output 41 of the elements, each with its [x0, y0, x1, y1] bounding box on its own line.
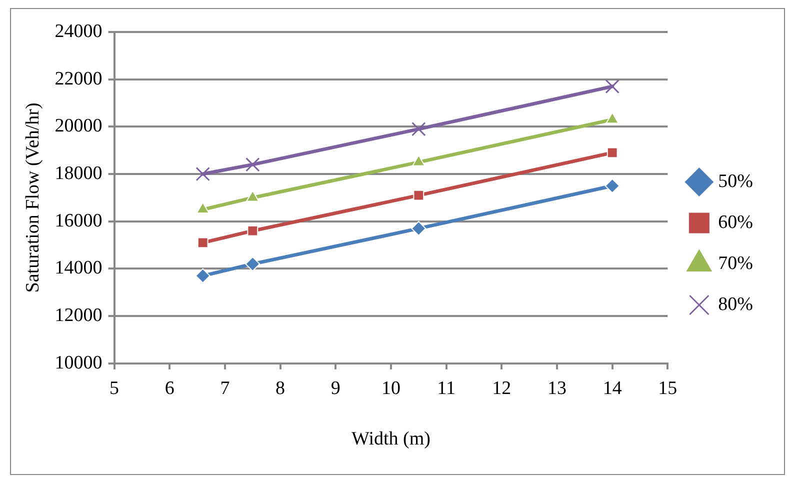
y-tick-label: 24000: [54, 20, 102, 42]
y-axis-title: Saturation Flow (Veh/hr): [22, 102, 44, 293]
point: [411, 220, 426, 236]
y-tick-label: 12000: [54, 305, 102, 326]
point: [195, 268, 210, 284]
x-tick-label: 14: [602, 378, 622, 399]
point: [246, 157, 260, 172]
x-tick-label: 7: [220, 378, 230, 399]
point: [606, 112, 619, 124]
y-tick-label: 16000: [54, 210, 102, 232]
y-tick-label: 14000: [54, 258, 102, 279]
point: [412, 154, 426, 166]
point: [413, 190, 424, 201]
y-tick-label: 10000: [54, 352, 102, 374]
x-tick-label: 9: [330, 378, 340, 399]
x-tick-label: 6: [164, 378, 174, 399]
x-tick-label: 11: [437, 378, 456, 399]
y-tick-label: 18000: [54, 163, 102, 184]
point: [604, 178, 620, 194]
point: [197, 237, 208, 248]
x-tick-label: 12: [492, 378, 512, 399]
point: [196, 166, 210, 182]
point: [245, 256, 260, 272]
legend-label: 60%: [718, 212, 754, 233]
y-tick-label: 20000: [54, 116, 102, 137]
y-tick-label: 22000: [54, 68, 102, 90]
legend-label: 70%: [718, 252, 754, 274]
point: [246, 190, 260, 202]
x-axis-title: Width (m): [352, 428, 430, 450]
point: [196, 202, 210, 214]
x-tick-label: 15: [658, 378, 678, 399]
x-tick-label: 10: [381, 378, 400, 399]
point: [605, 79, 620, 94]
x-tick-label: 8: [276, 378, 286, 399]
point: [412, 122, 426, 136]
point: [606, 147, 618, 158]
legend-label: 50%: [718, 170, 754, 192]
x-tick-label: 5: [110, 378, 120, 399]
x-tick-label: 13: [548, 378, 566, 399]
legend-label: 80%: [718, 294, 754, 315]
point: [247, 225, 258, 236]
